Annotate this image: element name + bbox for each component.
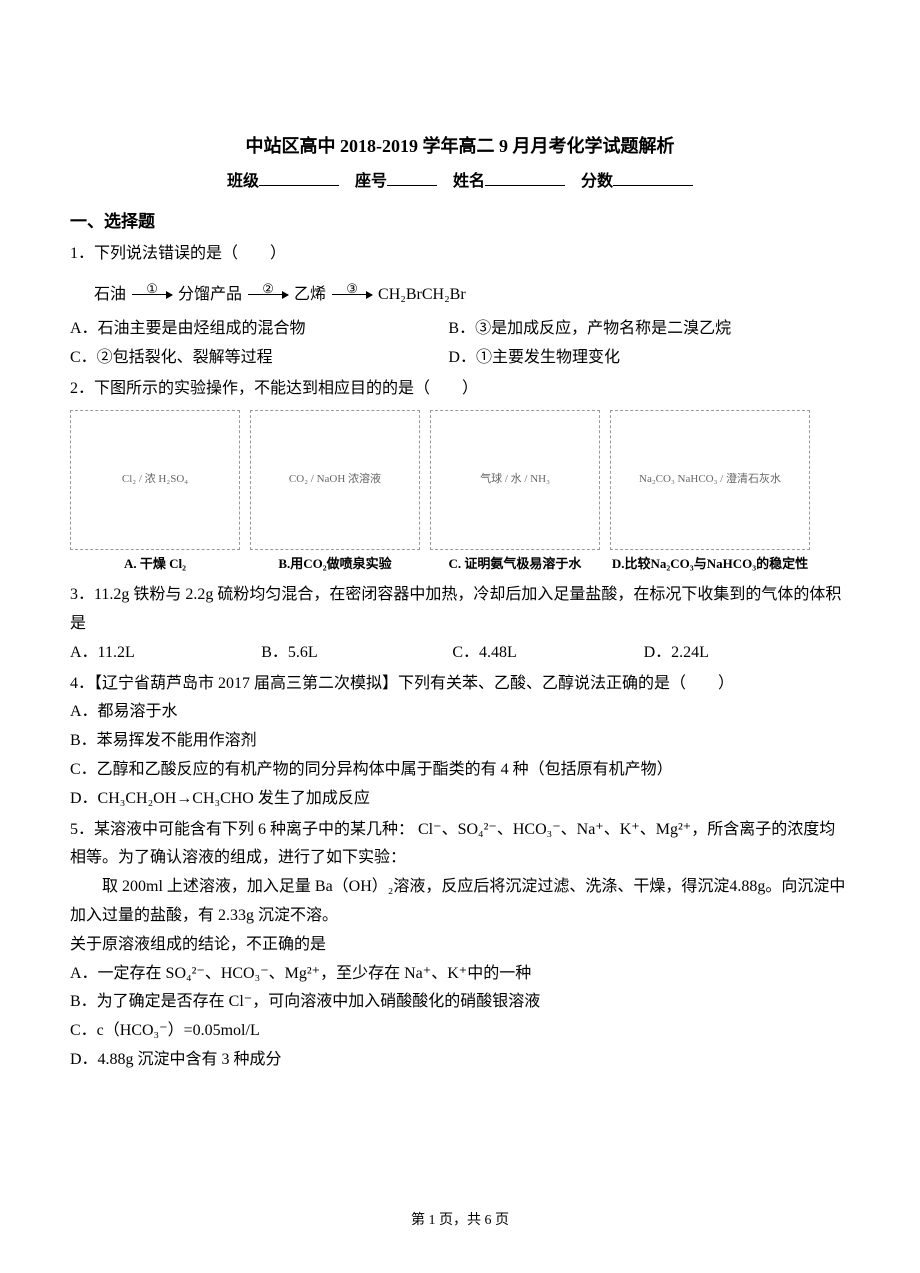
q1-opt-d: D．①主要发生物理变化 (448, 344, 822, 373)
step-num-2: ② (262, 277, 274, 300)
name-label: 姓名 (453, 173, 485, 190)
q5-opt-d: D．4.88g 沉淀中含有 3 种成分 (70, 1046, 850, 1075)
arrow-icon: ② (248, 294, 288, 295)
score-blank[interactable] (613, 170, 693, 186)
question-5: 5．某溶液中可能含有下列 6 种离子中的某几种： Cl⁻、SO₄²⁻、HCO₃⁻… (70, 816, 850, 1075)
q3-opt-d: D．2.24L (644, 639, 831, 668)
question-1: 1．下列说法错误的是（ ） 石油 ① 分馏产品 ② 乙烯 ③ CH₂BrCH₂B… (70, 240, 850, 373)
seat-blank[interactable] (387, 170, 437, 186)
apparatus-d-icon: Na₂CO₃ NaHCO₃ / 澄清石灰水 (610, 410, 810, 550)
q4-opt-d: D．CH₃CH₂OH→CH₃CHO 发生了加成反应 (70, 785, 850, 814)
fig-d: Na₂CO₃ NaHCO₃ / 澄清石灰水 D.比较Na₂CO₃与NaHCO₃的… (610, 410, 810, 575)
q5-stem: 5．某溶液中可能含有下列 6 种离子中的某几种： Cl⁻、SO₄²⁻、HCO₃⁻… (70, 816, 850, 874)
q1-opt-a: A．石油主要是由烃组成的混合物 (70, 315, 444, 344)
seat-label: 座号 (355, 173, 387, 190)
page-footer: 第 1 页，共 6 页 (0, 1208, 920, 1233)
step-num-3: ③ (346, 277, 358, 300)
q1-stem: 1．下列说法错误的是（ ） (70, 240, 850, 269)
q2-stem: 2．下图所示的实验操作，不能达到相应目的的是（ ） (70, 375, 850, 404)
chain-s1: 石油 (94, 286, 126, 303)
q5-body2: 关于原溶液组成的结论，不正确的是 (70, 931, 850, 960)
class-blank[interactable] (259, 170, 339, 186)
question-3: 3．11.2g 铁粉与 2.2g 硫粉均匀混合，在密闭容器中加热，冷却后加入足量… (70, 581, 850, 667)
question-2: 2．下图所示的实验操作，不能达到相应目的的是（ ） Cl₂ / 浓 H₂SO₄ … (70, 375, 850, 575)
q4-opt-a: A．都易溶于水 (70, 698, 850, 727)
fig-b: CO₂ / NaOH 浓溶液 B.用CO₂做喷泉实验 (250, 410, 420, 575)
step-num-1: ① (146, 277, 158, 300)
apparatus-a-icon: Cl₂ / 浓 H₂SO₄ (70, 410, 240, 550)
fig-b-cap: B.用CO₂做喷泉实验 (250, 552, 420, 575)
q3-stem: 3．11.2g 铁粉与 2.2g 硫粉均匀混合，在密闭容器中加热，冷却后加入足量… (70, 581, 850, 639)
fig-c-cap: C. 证明氨气极易溶于水 (430, 552, 600, 575)
fig-a-cap: A. 干燥 Cl₂ (70, 552, 240, 575)
q5-body1: 取 200ml 上述溶液，加入足量 Ba（OH）₂溶液，反应后将沉淀过滤、洗涤、… (70, 873, 850, 931)
q4-opt-c: C．乙醇和乙酸反应的有机产物的同分异构体中属于酯类的有 4 种（包括原有机产物） (70, 756, 850, 785)
fig-c: 气球 / 水 / NH₃ C. 证明氨气极易溶于水 (430, 410, 600, 575)
arrow-icon: ① (132, 294, 172, 295)
student-info-row: 班级 座号 姓名 分数 (70, 168, 850, 197)
name-blank[interactable] (485, 170, 565, 186)
q3-opt-b: B．5.6L (261, 639, 448, 668)
q3-opt-a: A．11.2L (70, 639, 257, 668)
page-title: 中站区高中 2018-2019 学年高二 9 月月考化学试题解析 (70, 130, 850, 162)
fig-a: Cl₂ / 浓 H₂SO₄ A. 干燥 Cl₂ (70, 410, 240, 575)
apparatus-c-icon: 气球 / 水 / NH₃ (430, 410, 600, 550)
fig-d-cap: D.比较Na₂CO₃与NaHCO₃的稳定性 (610, 552, 810, 575)
class-label: 班级 (227, 173, 259, 190)
chain-s4: CH₂BrCH₂Br (378, 286, 466, 303)
q5-opt-c: C．c（HCO₃⁻）=0.05mol/L (70, 1017, 850, 1046)
apparatus-b-icon: CO₂ / NaOH 浓溶液 (250, 410, 420, 550)
q1-opt-c: C．②包括裂化、裂解等过程 (70, 344, 444, 373)
arrow-icon: ③ (332, 294, 372, 295)
q1-opt-b: B．③是加成反应，产物名称是二溴乙烷 (448, 315, 822, 344)
section-heading: 一、选择题 (70, 207, 850, 238)
q1-reaction-chain: 石油 ① 分馏产品 ② 乙烯 ③ CH₂BrCH₂Br (94, 281, 850, 310)
q4-stem: 4．【辽宁省葫芦岛市 2017 届高三第二次模拟】下列有关苯、乙酸、乙醇说法正确… (70, 670, 850, 699)
q5-opt-a: A．一定存在 SO₄²⁻、HCO₃⁻、Mg²⁺，至少存在 Na⁺、K⁺中的一种 (70, 960, 850, 989)
q3-opt-c: C．4.48L (452, 639, 639, 668)
q5-opt-b: B．为了确定是否存在 Cl⁻，可向溶液中加入硝酸酸化的硝酸银溶液 (70, 988, 850, 1017)
chain-s3: 乙烯 (294, 286, 326, 303)
chain-s2: 分馏产品 (178, 286, 242, 303)
question-4: 4．【辽宁省葫芦岛市 2017 届高三第二次模拟】下列有关苯、乙酸、乙醇说法正确… (70, 670, 850, 814)
q4-opt-b: B．苯易挥发不能用作溶剂 (70, 727, 850, 756)
score-label: 分数 (581, 173, 613, 190)
q2-figures: Cl₂ / 浓 H₂SO₄ A. 干燥 Cl₂ CO₂ / NaOH 浓溶液 B… (70, 410, 850, 575)
